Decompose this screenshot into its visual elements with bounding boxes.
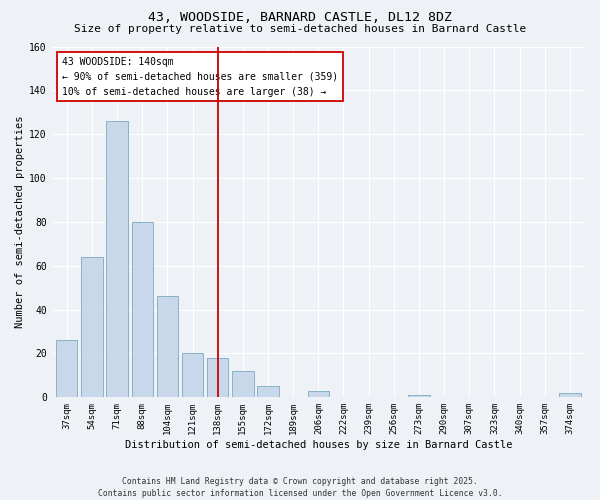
Bar (257, 386, 279, 398)
Text: 43 WOODSIDE: 140sqm
← 90% of semi-detached houses are smaller (359)
10% of semi-: 43 WOODSIDE: 140sqm ← 90% of semi-detach… (62, 57, 338, 96)
Bar (106, 121, 128, 398)
Text: Size of property relative to semi-detached houses in Barnard Castle: Size of property relative to semi-detach… (74, 24, 526, 34)
Bar (56, 340, 77, 398)
Bar (182, 354, 203, 398)
Bar (157, 296, 178, 398)
Bar (131, 222, 153, 398)
Bar (81, 257, 103, 398)
Text: Contains HM Land Registry data © Crown copyright and database right 2025.
Contai: Contains HM Land Registry data © Crown c… (98, 476, 502, 498)
X-axis label: Distribution of semi-detached houses by size in Barnard Castle: Distribution of semi-detached houses by … (125, 440, 512, 450)
Text: 43, WOODSIDE, BARNARD CASTLE, DL12 8DZ: 43, WOODSIDE, BARNARD CASTLE, DL12 8DZ (148, 11, 452, 24)
Bar (408, 395, 430, 398)
Bar (308, 391, 329, 398)
Bar (207, 358, 229, 398)
Bar (232, 371, 254, 398)
Bar (559, 393, 581, 398)
Y-axis label: Number of semi-detached properties: Number of semi-detached properties (15, 116, 25, 328)
